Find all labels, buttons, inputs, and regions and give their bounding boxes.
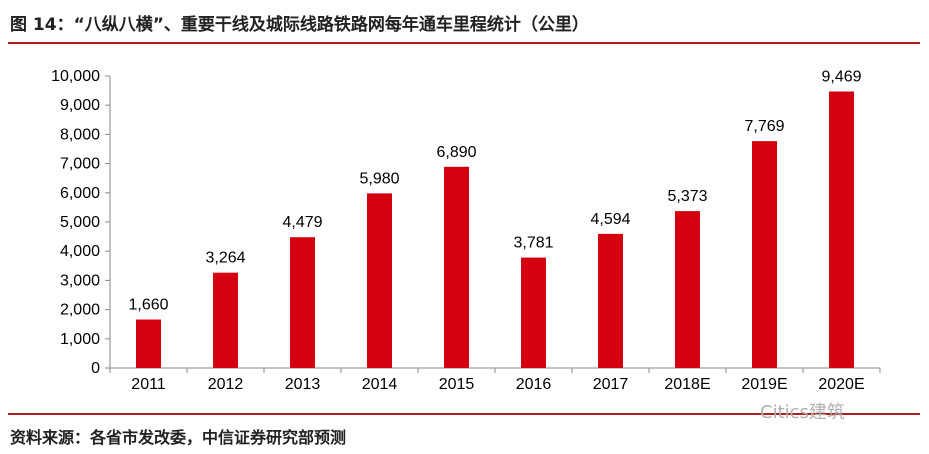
y-tick-label: 6,000 (60, 185, 100, 202)
x-tick-label: 2014 (362, 376, 398, 393)
bar (521, 257, 546, 368)
y-tick-label: 0 (91, 360, 100, 377)
x-tick-label: 2020E (818, 376, 864, 393)
y-axis: 0 1,000 2,000 3,000 4,000 5,000 6,000 7,000 8,00… (51, 68, 111, 377)
data-label: 1,660 (128, 297, 168, 314)
data-label: 4,479 (282, 214, 322, 231)
y-tick-label: 3,000 (60, 272, 100, 289)
bar (367, 193, 392, 368)
bar (829, 91, 854, 369)
x-tick-label: 2013 (285, 376, 321, 393)
y-tick-label: 10,000 (51, 68, 100, 85)
x-axis: 2011 2012 2013 2014 2015 2016 2017 2018E 2019E 20… (109, 367, 881, 393)
y-tick-label: 7,000 (60, 156, 100, 173)
bar (444, 166, 469, 368)
figure-title: 图 14：“八纵八横”、重要干线及城际线路铁路网每年通车里程统计（公里） (10, 15, 589, 35)
x-tick-label: 2016 (516, 376, 552, 393)
data-label: 3,781 (513, 235, 553, 252)
x-tick-label: 2018E (664, 376, 710, 393)
x-tick-label: 2011 (131, 376, 166, 393)
y-tick-label: 9,000 (60, 97, 100, 114)
bar (598, 233, 623, 368)
x-tick-label: 2012 (208, 376, 244, 393)
title-divider (8, 42, 920, 44)
x-tick-label: 2019E (741, 376, 787, 393)
bar (752, 141, 777, 368)
bar (213, 272, 238, 368)
source-divider (8, 413, 920, 415)
x-tick-label: 2017 (593, 376, 629, 393)
y-tick-label: 1,000 (60, 331, 100, 348)
watermark: Citics建筑 (760, 402, 845, 423)
y-tick-label: 2,000 (60, 302, 100, 319)
y-tick-label: 4,000 (60, 243, 100, 260)
data-label: 7,769 (744, 118, 784, 135)
data-label: 9,469 (821, 69, 861, 86)
y-tick-label: 8,000 (60, 126, 100, 143)
x-tick-label: 2015 (439, 376, 475, 393)
data-label: 5,373 (667, 188, 707, 205)
data-label: 4,594 (590, 211, 630, 228)
bar (675, 211, 700, 368)
bars (136, 91, 854, 369)
source-note: 资料来源：各省市发改委，中信证券研究部预测 (10, 428, 347, 447)
bar (290, 237, 315, 368)
data-label: 6,890 (436, 144, 476, 161)
bar (136, 319, 161, 368)
data-labels: 1,660 3,264 4,479 5,980 6,890 3,781 4,594 5,373… (128, 69, 861, 314)
data-label: 5,980 (359, 170, 399, 187)
y-tick-label: 5,000 (60, 214, 100, 231)
data-label: 3,264 (205, 250, 245, 267)
